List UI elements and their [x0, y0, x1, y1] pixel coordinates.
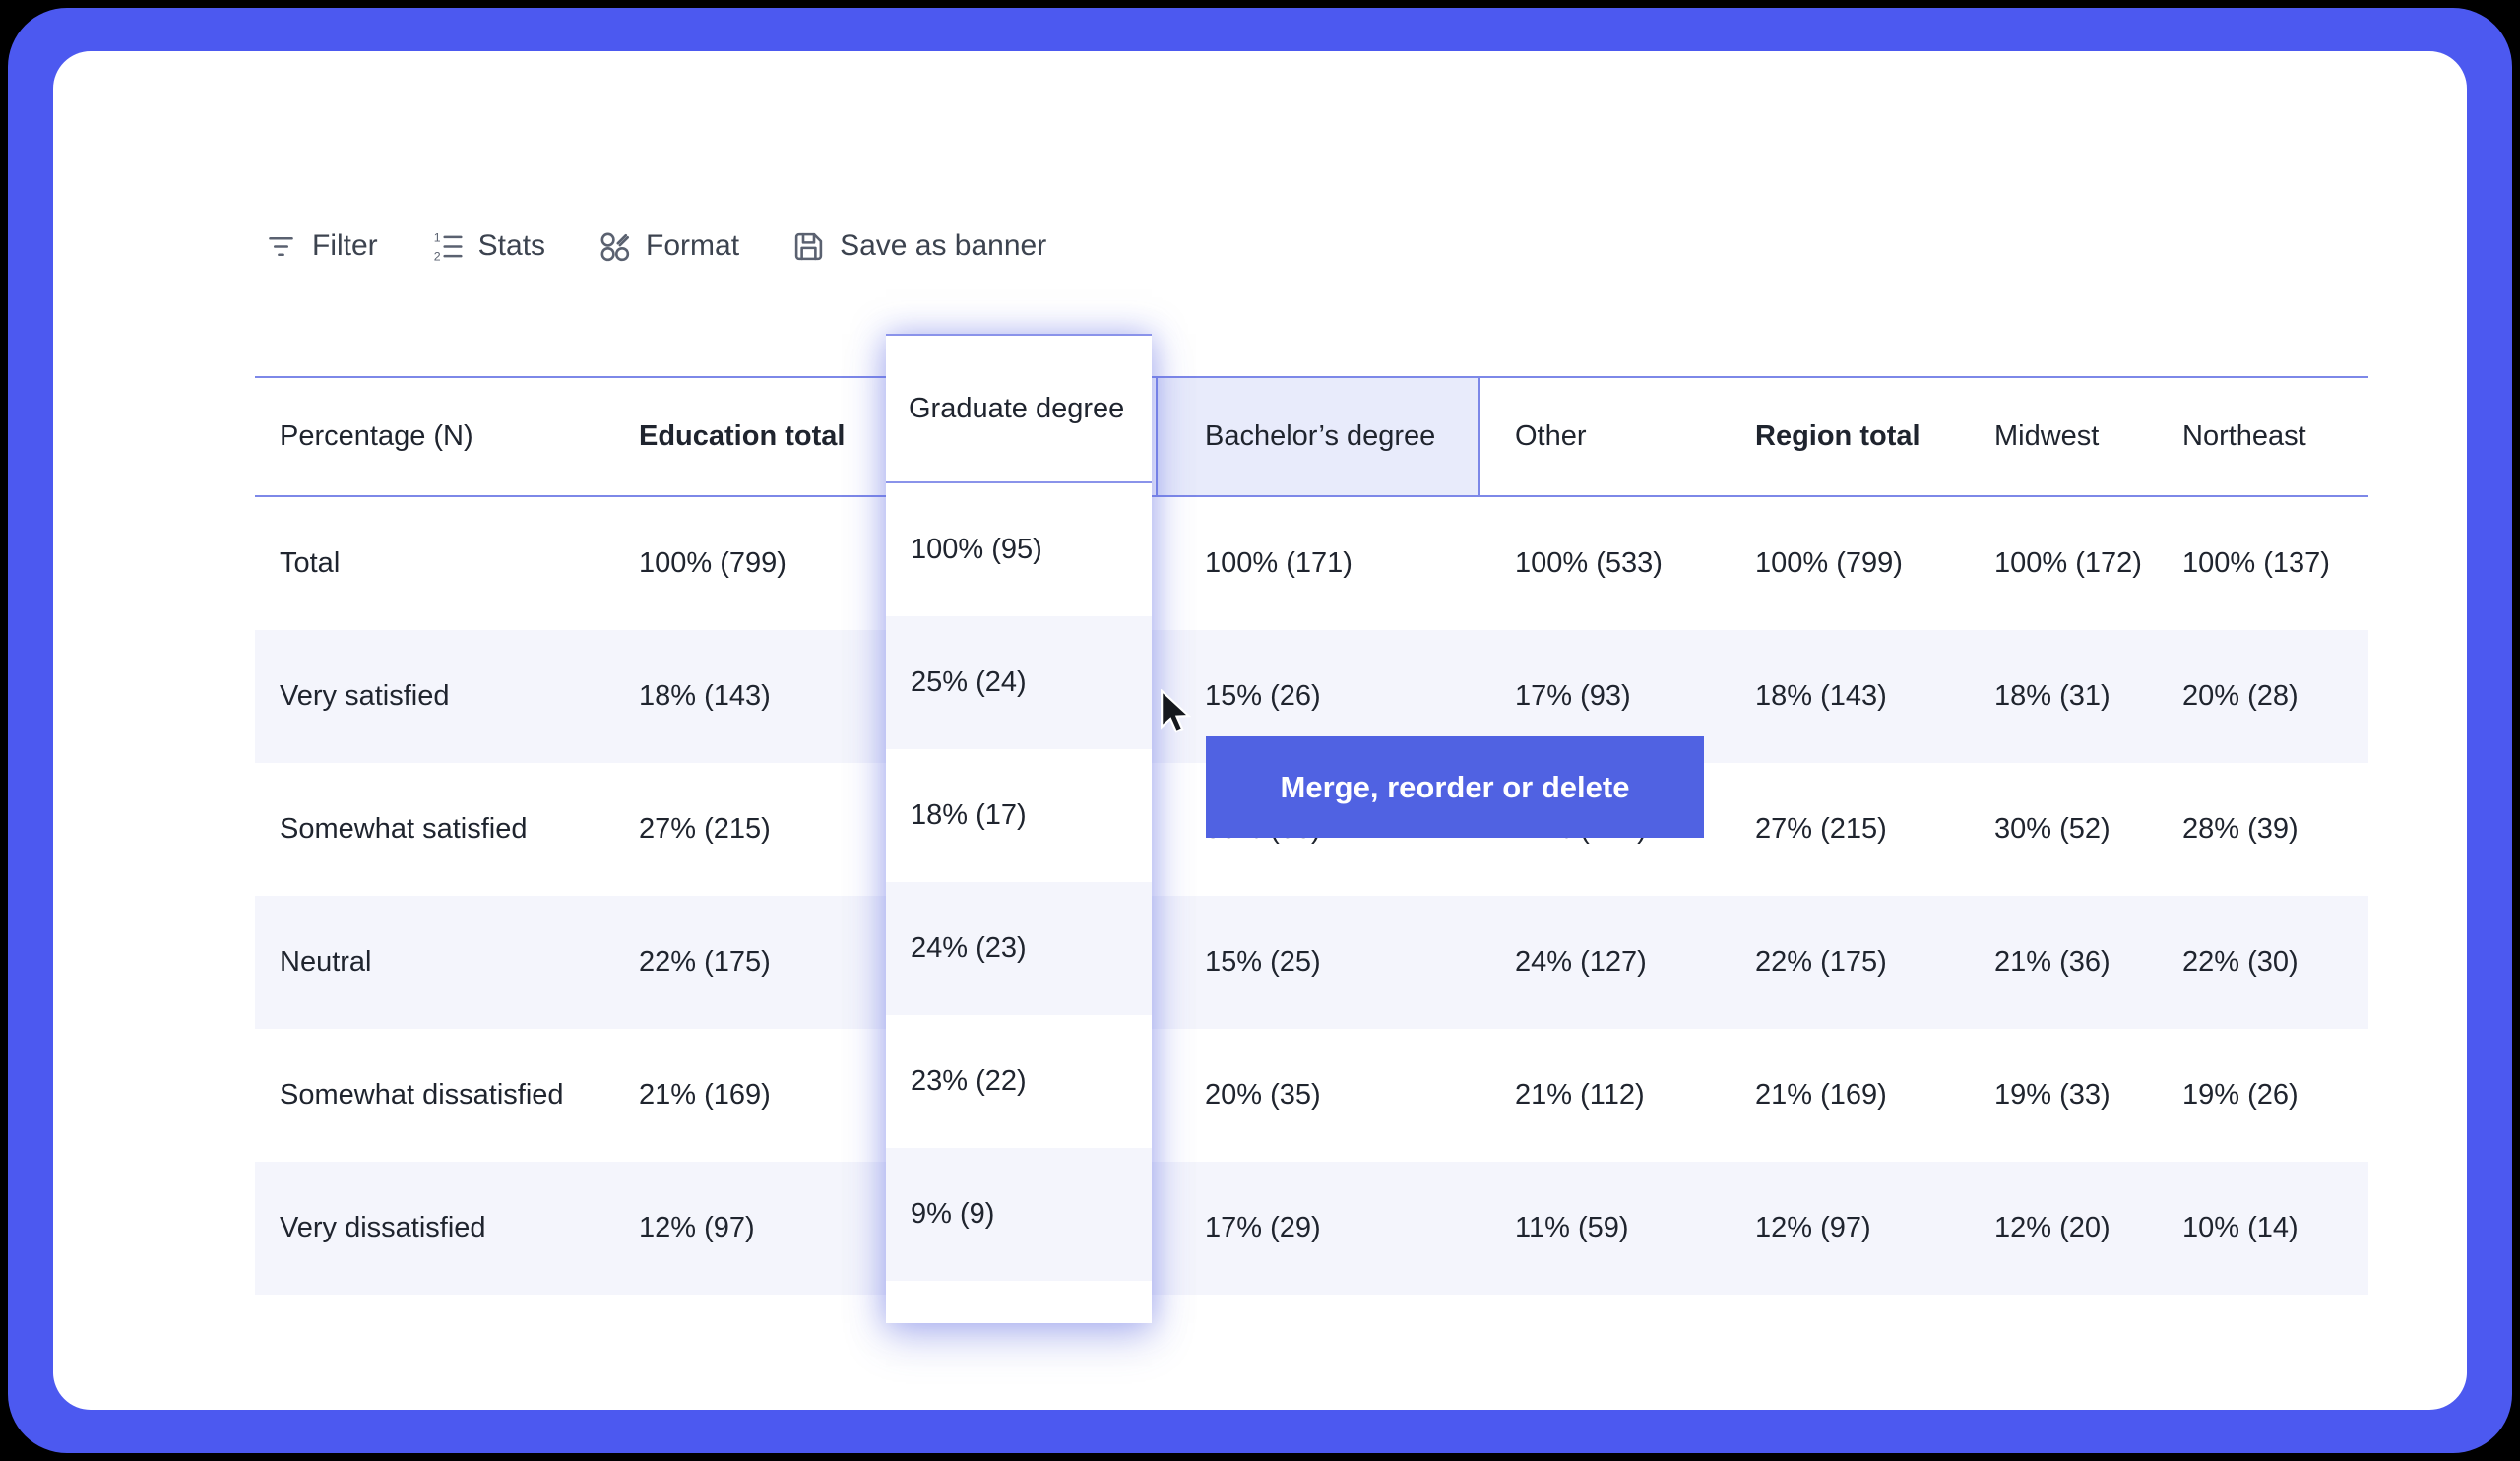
column-header-other[interactable]: Other — [1515, 420, 1587, 452]
table-row-neutral: Neutral 22% (175) 15% (25) 24% (127) 22% (17… — [255, 896, 2368, 1029]
table-header-row: Percentage (N) Education total Bachelor’s … — [255, 376, 2368, 497]
table-cell: 22% (175) — [1755, 946, 1887, 978]
table-body: Total 100% (799) 100% (171) 100% (533) 100% … — [255, 497, 2368, 1295]
table-cell: 15% (26) — [1205, 680, 1321, 712]
save-as-banner-button-label: Save as banner — [840, 229, 1047, 262]
table-cell: 10% (14) — [2182, 1212, 2299, 1243]
tooltip-text: Merge, reorder or delete — [1280, 769, 1630, 804]
table-cell: 18% (31) — [1994, 680, 2110, 712]
table-row-very-dissatisfied: Very dissatisfied 12% (97) 17% (29) 11% (59… — [255, 1162, 2368, 1295]
column-header-northeast[interactable]: Northeast — [2182, 420, 2306, 452]
table-cell: 12% (97) — [639, 1212, 755, 1243]
filter-button[interactable]: Filter — [265, 229, 378, 263]
table-cell: 18% (143) — [1755, 680, 1887, 712]
table-cell: 22% (30) — [2182, 946, 2299, 978]
table-cell: 21% (36) — [1994, 946, 2110, 978]
table-row-somewhat-dissatisfied: Somewhat dissatisfied 21% (169) 20% (35) 21… — [255, 1029, 2368, 1162]
table-cell: 100% (137) — [2182, 547, 2330, 579]
table-cell: 30% (52) — [1994, 813, 2110, 845]
row-label: Somewhat satisfied — [280, 813, 528, 845]
table-cell: 21% (169) — [639, 1079, 771, 1111]
dragged-column-graduate-degree[interactable]: Graduate degree 100% (95) 25% (24) 18% (17… — [886, 334, 1152, 1323]
format-button-label: Format — [646, 229, 740, 262]
table-cell: 12% (97) — [1755, 1212, 1871, 1243]
column-header-midwest[interactable]: Midwest — [1994, 420, 2100, 452]
table-cell: 21% (169) — [1755, 1079, 1887, 1111]
column-header-education-total[interactable]: Education total — [639, 420, 846, 452]
table-cell: 100% (172) — [1994, 547, 2142, 579]
svg-text:1: 1 — [433, 230, 440, 244]
table-cell: 18% (143) — [639, 680, 771, 712]
column-header-bachelor-s-degree[interactable]: Bachelor’s degree — [1156, 376, 1480, 497]
table-cell: 20% (35) — [1205, 1079, 1321, 1111]
row-label: Somewhat dissatisfied — [280, 1079, 564, 1111]
dragged-column-cells: 100% (95) 25% (24) 18% (17) 24% (23) 23% (22… — [886, 483, 1152, 1281]
table-cell: 11% (59) — [1515, 1212, 1629, 1243]
save-as-banner-button[interactable]: Save as banner — [792, 229, 1046, 263]
table-cell: 100% (799) — [1755, 547, 1903, 579]
table-cell: 19% (33) — [1994, 1079, 2110, 1111]
dragged-column-header[interactable]: Graduate degree — [886, 336, 1152, 483]
table-cell: 22% (175) — [639, 946, 771, 978]
dragged-column-cell: 18% (17) — [911, 799, 1027, 831]
table-cell: 19% (26) — [2182, 1079, 2299, 1111]
dragged-column-cell: 25% (24) — [886, 616, 1152, 749]
table-cell: 12% (20) — [1994, 1212, 2110, 1243]
merge-reorder-delete-tooltip: Merge, reorder or delete — [1206, 736, 1704, 838]
filter-icon — [269, 236, 293, 256]
table-cell: 21% (112) — [1515, 1079, 1645, 1111]
format-button[interactable]: Format — [598, 229, 739, 263]
column-header-region-total[interactable]: Region total — [1755, 420, 1921, 452]
row-label: Total — [280, 547, 341, 579]
filter-button-label: Filter — [312, 229, 378, 262]
dragged-column-cell: 24% (23) — [886, 882, 1152, 1015]
row-label: Very dissatisfied — [280, 1212, 486, 1243]
dragged-column-cell: 23% (22) — [911, 1065, 1027, 1097]
table-cell: 27% (215) — [1755, 813, 1887, 845]
dragged-column-cell: 100% (95) — [911, 534, 1042, 565]
table-cell: 100% (533) — [1515, 547, 1663, 579]
table-cell: 27% (215) — [639, 813, 771, 845]
table-cell: 100% (799) — [639, 547, 787, 579]
table-cell: 28% (39) — [2182, 813, 2299, 845]
row-label: Neutral — [280, 946, 372, 978]
stats-icon: 12 — [433, 230, 463, 263]
table-cell: 17% (93) — [1515, 680, 1631, 712]
crosstab-table: Percentage (N) Education total Bachelor’s … — [255, 376, 2368, 1295]
table-cell: 17% (29) — [1205, 1212, 1321, 1243]
table-cell: 20% (28) — [2182, 680, 2299, 712]
format-icon — [600, 232, 630, 261]
table-cell: 24% (127) — [1515, 946, 1647, 978]
column-header-percentage-n[interactable]: Percentage (N) — [280, 420, 473, 452]
dragged-column-cell: 9% (9) — [886, 1148, 1152, 1281]
row-label: Very satisfied — [280, 680, 450, 712]
table-row-total: Total 100% (799) 100% (171) 100% (533) 100% … — [255, 497, 2368, 630]
save-icon — [794, 232, 823, 260]
stats-button-label: Stats — [477, 229, 546, 262]
svg-text:2: 2 — [433, 249, 440, 263]
table-cell: 15% (25) — [1205, 946, 1321, 978]
table-cell: 100% (171) — [1205, 547, 1353, 579]
